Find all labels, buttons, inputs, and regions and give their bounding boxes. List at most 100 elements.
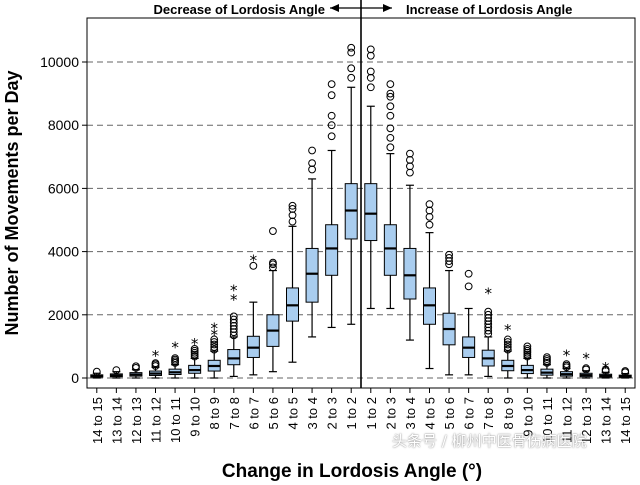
outlier-circle	[484, 307, 493, 316]
box-13-to-14: *	[599, 359, 613, 379]
box-14-to-15	[618, 367, 632, 379]
x-tick-label: 9 to 10	[520, 397, 535, 437]
decrease-label: Decrease of Lordosis Angle	[154, 2, 325, 17]
outlier-circle	[92, 367, 101, 376]
x-tick-label: 2 to 3	[383, 397, 398, 430]
y-axis-ticks: 0 2000 4000 6000 8000 10000	[40, 54, 87, 386]
x-tick-label: 1 to 2	[344, 397, 359, 430]
box-5-to-6	[266, 227, 280, 373]
outlier-circle	[210, 338, 219, 346]
box-7-to-8: **	[227, 282, 241, 378]
outlier-circle	[210, 343, 219, 351]
x-tick-label: 14 to 15	[90, 397, 105, 444]
outlier-circle	[347, 73, 356, 82]
iqr-box	[305, 247, 319, 303]
x-tick-label: 12 to 13	[579, 397, 594, 444]
outlier-circle	[621, 367, 630, 375]
outlier-circle	[601, 365, 610, 374]
box-8-to-9: **	[207, 319, 221, 379]
outlier-circle	[503, 335, 512, 344]
x-tick-label: 6 to 7	[462, 397, 477, 430]
outlier-circle	[445, 250, 453, 259]
outlier-circle	[464, 269, 473, 278]
left-arrowhead	[330, 4, 339, 12]
watermark-text: 头条号 / 柳州中医骨伤病医院	[392, 432, 587, 450]
outlier-star: *	[152, 347, 160, 365]
iqr-box	[364, 183, 378, 242]
outlier-circle	[151, 359, 160, 368]
outlier-star: *	[563, 346, 571, 364]
box-10-to-11: *	[168, 338, 182, 379]
outlier-circle	[445, 254, 453, 262]
x-tick-label: 11 to 12	[560, 397, 575, 443]
box-6-to-7: *	[246, 252, 260, 376]
outlier-circle	[288, 217, 297, 226]
x-tick-label: 7 to 8	[481, 397, 496, 430]
box-4-to-5	[423, 200, 436, 370]
outlier-circle	[366, 73, 375, 82]
outlier-star: *	[484, 285, 492, 303]
x-tick-label: 12 to 13	[129, 397, 144, 444]
y-tick-label: 10000	[40, 54, 79, 70]
outlier-circle	[347, 64, 356, 73]
outlier-circle	[366, 67, 375, 76]
outlier-circle	[249, 261, 258, 270]
outlier-circle	[308, 159, 316, 168]
box-9-to-10	[520, 342, 534, 379]
outlier-circle	[366, 83, 375, 92]
y-tick-label: 6000	[48, 180, 79, 196]
outlier-circle	[327, 80, 336, 89]
outlier-circle	[347, 48, 356, 57]
box-6-to-7	[462, 269, 476, 376]
iqr-box	[227, 349, 241, 366]
box-10-to-11	[540, 353, 554, 379]
outlier-circle	[229, 315, 238, 324]
outlier-circle	[503, 343, 512, 351]
box-7-to-8: *	[481, 285, 495, 378]
box-12-to-13: *	[579, 349, 593, 379]
outlier-circle	[327, 132, 336, 141]
x-tick-label: 9 to 10	[188, 397, 203, 437]
outlier-circle	[386, 92, 395, 101]
outlier-star: *	[210, 319, 218, 337]
box-3-to-4	[305, 146, 319, 338]
outlier-circle	[308, 165, 316, 174]
outlier-circle	[386, 102, 395, 111]
x-tick-label: 13 to 14	[109, 397, 124, 444]
box-13-to-14	[109, 366, 123, 379]
outlier-circle	[269, 263, 277, 272]
outlier-circle	[562, 360, 571, 368]
increase-label: Increase of Lordosis Angle	[406, 2, 572, 17]
x-tick-label: 13 to 14	[599, 397, 614, 444]
box-2-to-3	[325, 80, 339, 329]
outlier-star: *	[602, 359, 610, 377]
outlier-circle	[503, 340, 512, 349]
x-axis-title: Change in Lordosis Angle (°)	[222, 461, 482, 482]
outlier-circle	[386, 111, 395, 120]
box-12-to-13	[129, 362, 143, 379]
box-8-to-9: *	[501, 321, 515, 379]
outlier-circle	[327, 91, 336, 100]
x-tick-label: 7 to 8	[227, 397, 242, 430]
outlier-star: *	[250, 252, 258, 270]
outlier-circle	[386, 124, 395, 133]
outlier-circle	[386, 143, 395, 152]
box-3-to-4	[403, 149, 417, 341]
outlier-circle	[229, 312, 238, 321]
outlier-star: *	[230, 291, 238, 309]
outlier-star: *	[504, 321, 512, 339]
outlier-circle	[406, 168, 414, 177]
outlier-circle	[386, 133, 395, 142]
iqr-box	[403, 247, 417, 300]
outlier-circle	[210, 335, 219, 344]
y-axis-title: Number of Movements per Day	[2, 70, 22, 335]
outlier-circle	[406, 149, 414, 158]
outlier-circle	[308, 146, 316, 155]
iqr-box	[325, 224, 339, 276]
box-2-to-3	[383, 80, 397, 310]
outlier-circle	[464, 282, 473, 291]
outlier-circle	[269, 227, 277, 235]
outlier-circle	[425, 200, 434, 209]
box-4-to-5	[286, 201, 299, 363]
x-tick-label: 3 to 4	[305, 397, 320, 430]
